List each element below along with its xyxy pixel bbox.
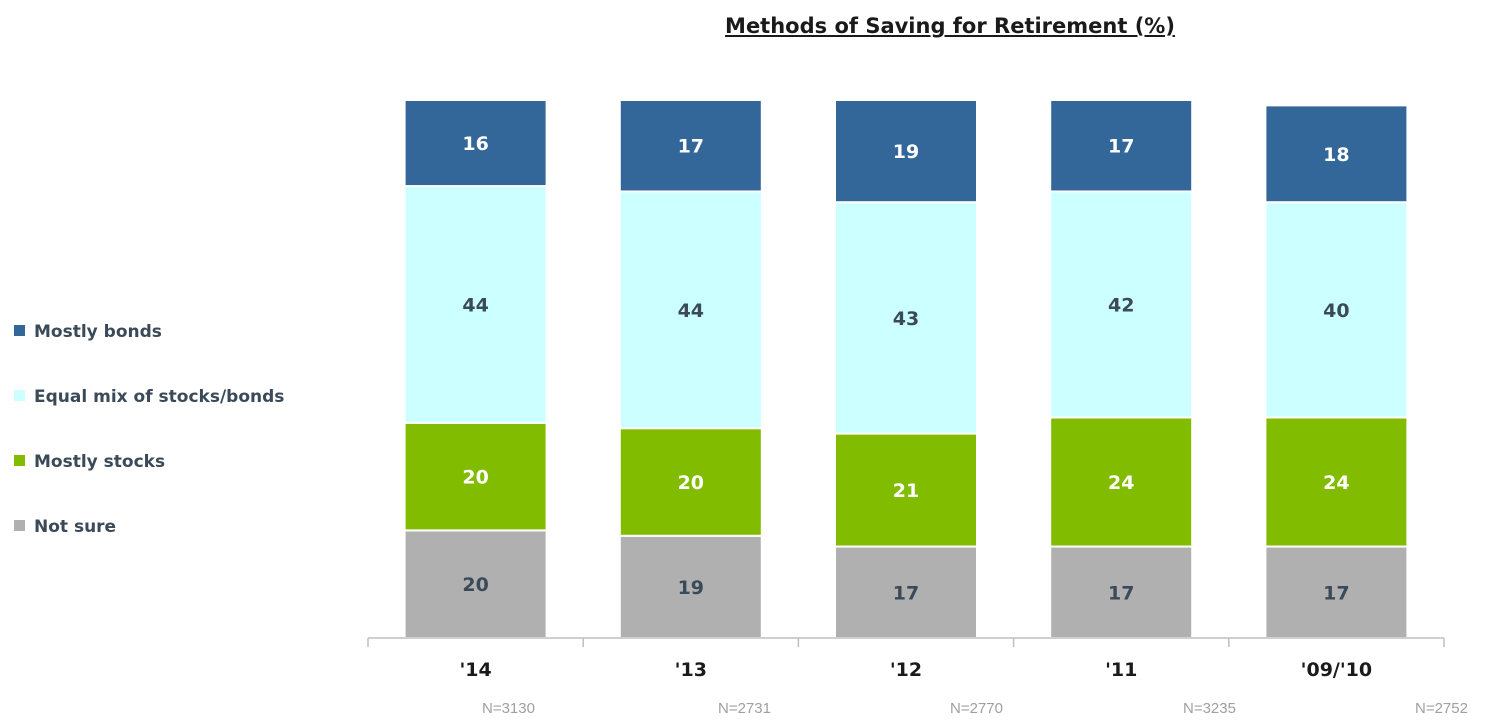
legend-swatch-icon [14, 454, 25, 466]
bar-mostly-stocks-09-10 [1264, 416, 1409, 548]
data-label-mostly-stocks-13: 20 [678, 472, 704, 494]
sample-size-note: N=2770 [950, 700, 1003, 717]
legend-swatch-icon [14, 324, 25, 336]
data-label-mostly-bonds-09-10: 18 [1323, 144, 1349, 166]
data-label-equal-mix-of-stocks-bonds-11: 42 [1108, 294, 1134, 316]
legend-swatch-icon [14, 389, 25, 401]
bar-not-sure-13 [618, 534, 763, 640]
bar-mostly-stocks-12 [834, 432, 978, 548]
bar-not-sure-14 [403, 529, 548, 640]
bar-equal-mix-of-stocks-bonds-09-10 [1264, 201, 1409, 419]
data-label-not-sure-09-10: 17 [1323, 582, 1349, 604]
bar-equal-mix-of-stocks-bonds-14 [403, 185, 548, 424]
bar-equal-mix-of-stocks-bonds-11 [1049, 190, 1194, 419]
data-label-equal-mix-of-stocks-bonds-12: 43 [893, 308, 919, 330]
data-label-mostly-stocks-09-10: 24 [1323, 472, 1349, 494]
bar-equal-mix-of-stocks-bonds-12 [834, 201, 978, 435]
data-label-mostly-bonds-12: 19 [893, 141, 919, 163]
sample-size-note: N=3130 [482, 700, 535, 717]
legend-label: Mostly stocks [34, 452, 166, 472]
bar-mostly-stocks-14 [403, 421, 548, 532]
data-label-not-sure-13: 19 [678, 577, 704, 599]
data-label-mostly-bonds-14: 16 [462, 133, 488, 155]
legend-swatch-icon [14, 519, 25, 531]
data-label-not-sure-14: 20 [462, 574, 488, 596]
data-label-not-sure-12: 17 [893, 582, 919, 604]
legend: Mostly bonds Equal mix of stocks/bonds Mos… [14, 316, 284, 576]
bar-mostly-bonds-13 [618, 99, 763, 193]
legend-label: Equal mix of stocks/bonds [34, 387, 285, 407]
x-tick-label-11: '11 [1105, 659, 1137, 681]
bar-equal-mix-of-stocks-bonds-13 [618, 190, 763, 430]
bar-not-sure-11 [1049, 545, 1194, 639]
x-tick-label-09-10: '09/'10 [1301, 659, 1372, 681]
x-tick-label-14: '14 [459, 659, 491, 681]
data-label-equal-mix-of-stocks-bonds-13: 44 [678, 300, 704, 322]
data-label-mostly-bonds-11: 17 [1108, 136, 1134, 158]
data-label-mostly-stocks-12: 21 [893, 480, 919, 502]
legend-item-mostly-stocks: Mostly stocks [14, 446, 284, 478]
legend-item-equal-mix-of-stocks-bonds: Equal mix of stocks/bonds [14, 381, 284, 413]
sample-size-note: N=3235 [1183, 700, 1236, 717]
sample-size-note: N=2731 [718, 700, 771, 717]
bar-mostly-bonds-12 [834, 99, 978, 204]
legend-item-mostly-bonds: Mostly bonds [14, 316, 284, 348]
data-label-mostly-stocks-14: 20 [462, 467, 488, 489]
data-label-equal-mix-of-stocks-bonds-14: 44 [462, 294, 488, 316]
data-label-equal-mix-of-stocks-bonds-09-10: 40 [1323, 300, 1349, 322]
sample-size-note: N=2752 [1415, 700, 1468, 717]
legend-label: Not sure [34, 517, 117, 537]
bar-mostly-bonds-11 [1049, 99, 1194, 193]
bar-mostly-bonds-14 [403, 99, 548, 188]
data-label-mostly-bonds-13: 17 [678, 136, 704, 158]
x-tick-label-13: '13 [675, 659, 707, 681]
legend-item-not-sure: Not sure [14, 511, 284, 543]
bar-not-sure-12 [834, 545, 978, 639]
x-tick-label-12: '12 [890, 659, 922, 681]
chart-title: Methods of Saving for Retirement (%) [725, 14, 1175, 38]
data-label-mostly-stocks-11: 24 [1108, 472, 1134, 494]
data-label-not-sure-11: 17 [1108, 582, 1134, 604]
legend-label: Mostly bonds [34, 322, 162, 342]
bar-mostly-bonds-09-10 [1264, 104, 1409, 204]
